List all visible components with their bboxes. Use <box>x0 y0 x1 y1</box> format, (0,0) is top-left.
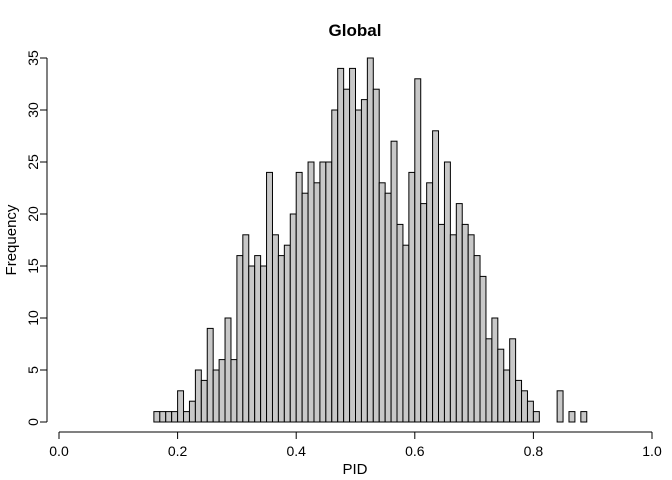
y-tick-label: 5 <box>25 366 41 374</box>
histogram-bar <box>212 369 220 423</box>
histogram-bar <box>313 182 321 423</box>
y-axis: 0 5 10 15 20 25 30 35 <box>25 50 48 426</box>
histogram-bar <box>432 130 440 423</box>
histogram-bar <box>378 182 386 423</box>
histogram-bar <box>497 348 505 423</box>
y-axis-label: Frequency <box>3 204 20 275</box>
histogram-bar <box>301 192 309 423</box>
histogram-bar <box>283 244 291 423</box>
histogram-bar <box>360 99 368 423</box>
histogram-bar <box>479 275 487 423</box>
y-tick-label: 0 <box>25 418 41 426</box>
x-axis-label: PID <box>342 461 367 478</box>
histogram-bar <box>271 234 279 423</box>
histogram-bar <box>414 78 422 423</box>
histogram-bar <box>443 161 451 423</box>
histogram-bar <box>384 192 392 423</box>
histogram-bar <box>200 379 208 423</box>
histogram-bar <box>532 411 540 423</box>
x-tick-label: 1.0 <box>642 443 662 459</box>
histogram-bar <box>266 171 273 423</box>
histogram-bar <box>230 359 238 423</box>
y-tick-label: 20 <box>25 206 41 222</box>
histogram-bar <box>473 255 481 423</box>
histogram-bars <box>153 57 588 423</box>
histogram-bar <box>254 255 262 423</box>
histogram-bar <box>467 234 475 423</box>
y-tick-label: 35 <box>25 50 41 66</box>
histogram-bar <box>349 67 357 423</box>
histogram-bar <box>355 109 362 423</box>
y-tick-label: 30 <box>25 102 41 118</box>
histogram-bar <box>260 265 268 423</box>
histogram-bar <box>426 182 434 423</box>
histogram-bar <box>236 255 244 423</box>
histogram-bar <box>325 161 333 423</box>
y-tick-label: 15 <box>25 258 41 274</box>
histogram-bar <box>366 57 374 423</box>
histogram-bar <box>159 411 167 423</box>
histogram-bar <box>438 223 445 423</box>
histogram-bar <box>408 171 416 423</box>
histogram-bar <box>580 411 588 423</box>
histogram-bar <box>183 411 190 423</box>
histogram-bar <box>153 411 161 423</box>
histogram-bar <box>515 379 523 423</box>
histogram-bar <box>491 317 499 423</box>
histogram-bar <box>396 223 404 423</box>
histogram-bar <box>206 327 214 423</box>
x-axis: 0.0 0.2 0.4 0.6 0.8 1.0 <box>49 431 662 459</box>
x-tick-label: 0.8 <box>524 443 544 459</box>
histogram-bar <box>319 161 327 423</box>
histogram-bar <box>449 234 457 423</box>
histogram-bar <box>188 400 196 423</box>
histogram-bar <box>556 390 564 423</box>
y-tick-label: 10 <box>25 310 41 326</box>
x-tick-label: 0.0 <box>49 443 69 459</box>
histogram-bar <box>521 390 528 423</box>
histogram-bar <box>165 411 173 423</box>
histogram-bar <box>503 369 511 423</box>
x-tick-label: 0.6 <box>405 443 425 459</box>
histogram-bar <box>307 161 315 423</box>
x-tick-label: 0.4 <box>286 443 306 459</box>
histogram-bar <box>177 390 185 423</box>
chart-title: Global <box>329 21 382 40</box>
histogram-bar <box>402 244 410 423</box>
histogram-bar <box>295 171 303 423</box>
histogram-bar <box>218 359 226 423</box>
histogram-bar <box>337 67 345 423</box>
histogram-bar <box>526 400 534 423</box>
histogram-bar <box>224 317 232 423</box>
histogram-bar <box>455 203 463 423</box>
histogram-bar <box>242 234 250 423</box>
histogram-bar <box>485 338 493 423</box>
y-tick-label: 25 <box>25 154 41 170</box>
histogram-bar <box>171 411 179 423</box>
histogram-bar <box>509 338 517 423</box>
x-tick-label: 0.2 <box>168 443 188 459</box>
histogram-bar <box>390 140 398 423</box>
histogram-bar <box>194 369 202 423</box>
histogram-bar <box>420 203 428 423</box>
histogram-bar <box>343 88 351 423</box>
histogram-bar <box>289 213 297 423</box>
histogram-bar <box>461 223 469 423</box>
histogram-bar <box>248 265 256 423</box>
histogram-bar <box>277 255 285 423</box>
histogram-bar <box>568 411 576 423</box>
histogram-bar <box>372 88 380 423</box>
histogram-bar <box>331 109 339 423</box>
